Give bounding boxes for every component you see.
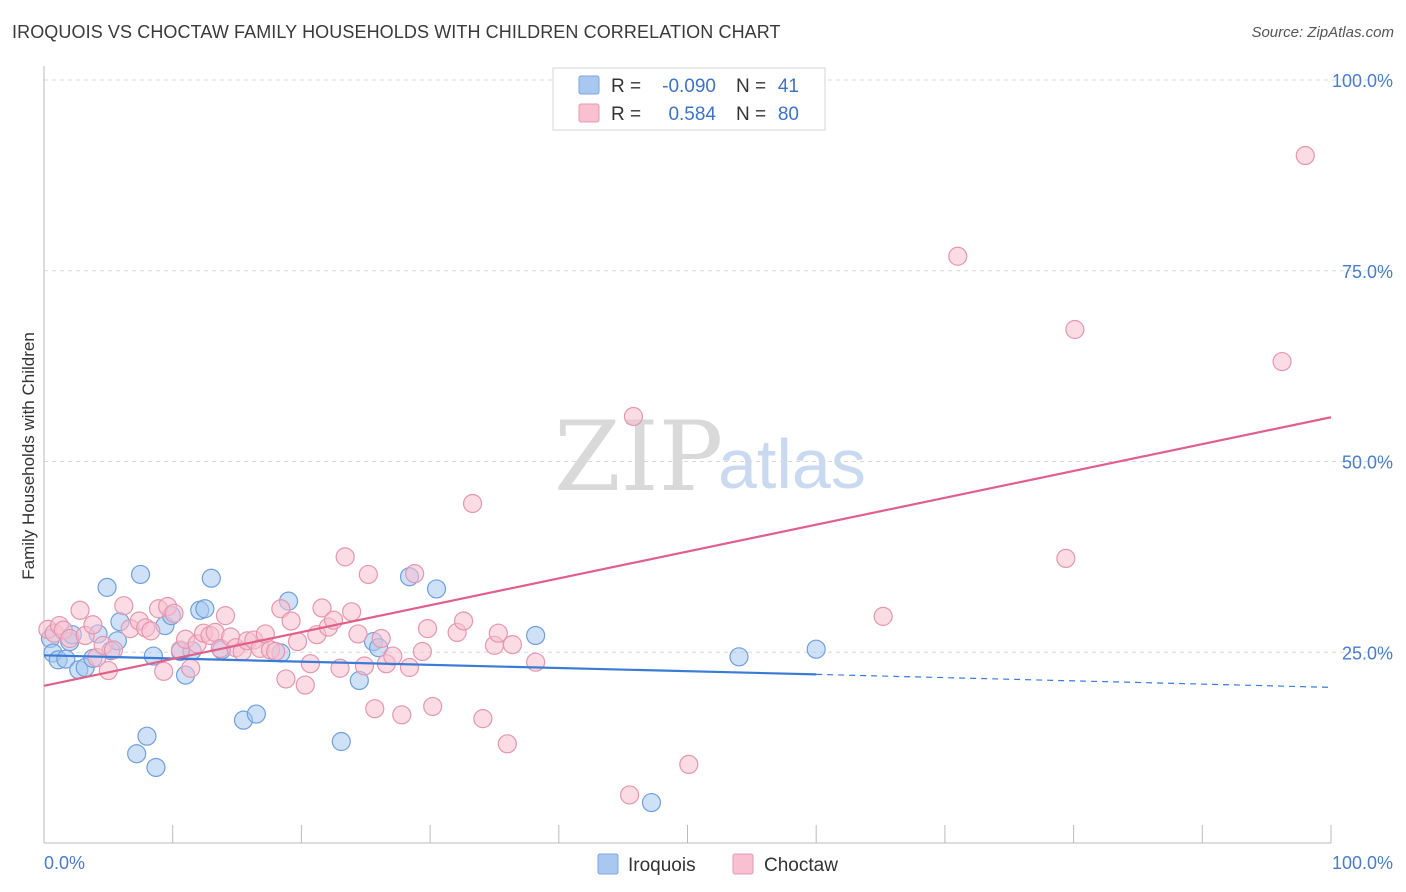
y-tick-label-75: 75.0% — [1342, 262, 1393, 282]
data-points — [38, 145, 1315, 813]
point-iroquois-41 — [806, 639, 826, 659]
point-choctaw-79 — [1056, 548, 1076, 569]
legend-n-label-iroquois: N = — [736, 76, 766, 97]
point-choctaw-53 — [354, 656, 375, 676]
point-choctaw-78 — [948, 246, 968, 266]
point-choctaw-64 — [423, 696, 443, 717]
point-choctaw-18 — [154, 661, 174, 681]
y-axis-label: Family Households with Children — [19, 332, 38, 580]
point-choctaw-74 — [619, 785, 640, 805]
point-choctaw-71 — [497, 734, 517, 754]
y-tick-label-50: 50.0% — [1342, 453, 1393, 473]
point-choctaw-59 — [392, 705, 412, 725]
series-legend: Iroquois Choctaw — [597, 853, 838, 876]
trend-iroquois-extension — [816, 673, 1332, 688]
point-choctaw-67 — [462, 493, 483, 514]
point-iroquois-26 — [201, 568, 221, 588]
point-iroquois-40 — [729, 647, 749, 667]
point-choctaw-51 — [341, 602, 362, 622]
point-choctaw-55 — [365, 699, 385, 719]
point-iroquois-29 — [246, 704, 266, 724]
gridlines — [44, 79, 1393, 653]
point-choctaw-52 — [348, 624, 368, 644]
point-choctaw-68 — [473, 709, 493, 729]
legend-n-value-choctaw: 80 — [778, 104, 799, 125]
x-tick-label-max: 100.0% — [1332, 853, 1393, 873]
source-label: Source: ZipAtlas.com — [1251, 24, 1394, 41]
point-choctaw-40 — [276, 669, 296, 689]
point-choctaw-23 — [181, 658, 201, 678]
point-choctaw-75 — [623, 406, 644, 427]
point-choctaw-44 — [300, 654, 321, 674]
point-iroquois-25 — [195, 599, 215, 619]
point-choctaw-41 — [281, 611, 301, 631]
point-iroquois-18 — [146, 757, 166, 778]
point-choctaw-70 — [488, 623, 508, 643]
legend-swatch-iroquois — [578, 75, 600, 95]
legend-n-value-iroquois: 41 — [778, 76, 799, 97]
bottom-legend-swatch-choctaw — [732, 853, 754, 875]
point-iroquois-37 — [426, 579, 447, 599]
point-choctaw-58 — [383, 646, 403, 666]
point-choctaw-5 — [70, 600, 90, 620]
y-tick-label-100: 100.0% — [1332, 71, 1393, 91]
point-choctaw-4 — [60, 628, 80, 649]
point-choctaw-56 — [371, 628, 391, 649]
bottom-legend-label-iroquois: Iroquois — [628, 855, 696, 876]
point-choctaw-43 — [295, 675, 315, 695]
legend-swatch-choctaw — [578, 103, 600, 123]
point-choctaw-50 — [335, 547, 355, 567]
point-choctaw-16 — [141, 621, 161, 641]
legend-r-value-choctaw: 0.584 — [668, 104, 716, 125]
watermark-atlas: atlas — [718, 425, 866, 503]
point-choctaw-63 — [417, 618, 438, 639]
bottom-legend-swatch-iroquois — [597, 853, 619, 875]
x-tick-label-min: 0.0% — [44, 853, 85, 873]
point-choctaw-54 — [358, 564, 378, 585]
point-choctaw-12 — [114, 596, 134, 616]
point-choctaw-76 — [679, 754, 699, 775]
point-choctaw-29 — [215, 606, 236, 626]
point-iroquois-14 — [127, 744, 147, 764]
point-choctaw-39 — [271, 599, 291, 619]
point-iroquois-17 — [143, 646, 163, 666]
trend-choctaw — [43, 416, 1332, 687]
point-choctaw-72 — [502, 635, 523, 655]
point-choctaw-81 — [1272, 351, 1292, 372]
point-iroquois-10 — [97, 577, 117, 597]
trend-lines — [43, 416, 1332, 688]
legend-n-label-choctaw: N = — [736, 104, 766, 125]
point-choctaw-62 — [412, 641, 432, 662]
point-choctaw-11 — [103, 640, 124, 660]
point-iroquois-39 — [641, 792, 662, 813]
bottom-legend-label-choctaw: Choctaw — [764, 855, 838, 876]
legend-r-label-iroquois: R = — [611, 76, 641, 97]
point-iroquois-32 — [331, 731, 351, 752]
point-iroquois-15 — [130, 564, 151, 585]
point-choctaw-61 — [405, 564, 425, 584]
point-choctaw-46 — [312, 598, 332, 618]
point-iroquois-38 — [526, 625, 546, 646]
point-choctaw-38 — [266, 641, 286, 662]
chart-title: IROQUOIS VS CHOCTAW FAMILY HOUSEHOLDS WI… — [12, 22, 781, 42]
point-choctaw-82 — [1295, 145, 1315, 166]
legend-r-value-iroquois: -0.090 — [662, 76, 716, 97]
point-choctaw-77 — [873, 606, 893, 626]
legend-r-label-choctaw: R = — [611, 104, 641, 125]
y-tick-label-25: 25.0% — [1342, 643, 1393, 663]
x-ticks — [43, 825, 1332, 843]
point-choctaw-66 — [453, 611, 474, 631]
point-iroquois-16 — [137, 726, 157, 746]
y-tick-labels: 100.0% 75.0% 50.0% 25.0% — [1332, 71, 1393, 663]
correlation-legend: R = -0.090 N = 41 R = 0.584 N = 80 — [552, 67, 826, 131]
point-choctaw-60 — [399, 657, 420, 678]
point-choctaw-7 — [83, 615, 103, 635]
point-choctaw-20 — [164, 603, 184, 623]
point-choctaw-80 — [1065, 319, 1085, 340]
